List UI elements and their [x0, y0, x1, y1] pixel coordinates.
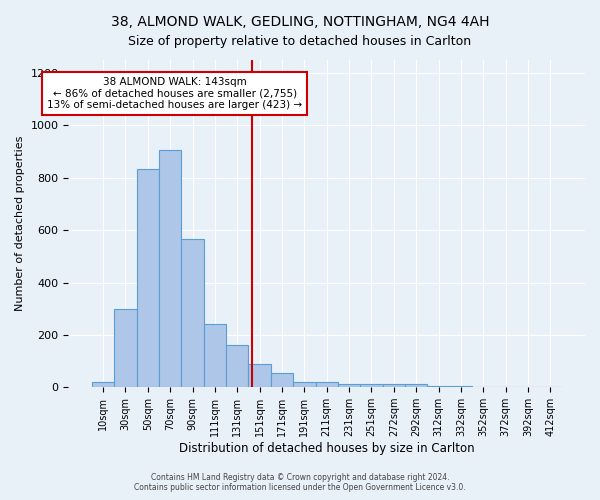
Bar — [159, 150, 181, 387]
X-axis label: Distribution of detached houses by size in Carlton: Distribution of detached houses by size … — [179, 442, 475, 455]
Y-axis label: Number of detached properties: Number of detached properties — [15, 136, 25, 312]
Text: Size of property relative to detached houses in Carlton: Size of property relative to detached ho… — [128, 35, 472, 48]
Text: 38 ALMOND WALK: 143sqm
← 86% of detached houses are smaller (2,755)
13% of semi-: 38 ALMOND WALK: 143sqm ← 86% of detached… — [47, 77, 302, 110]
Bar — [405, 384, 427, 387]
Bar — [316, 382, 338, 387]
Bar — [450, 386, 472, 387]
Text: 38, ALMOND WALK, GEDLING, NOTTINGHAM, NG4 4AH: 38, ALMOND WALK, GEDLING, NOTTINGHAM, NG… — [111, 15, 489, 29]
Bar — [226, 346, 248, 387]
Bar — [293, 382, 316, 387]
Bar — [360, 384, 383, 387]
Bar — [137, 168, 159, 387]
Bar — [92, 382, 114, 387]
Bar — [248, 364, 271, 387]
Bar — [338, 384, 360, 387]
Bar — [271, 373, 293, 387]
Bar — [181, 240, 204, 387]
Bar — [383, 384, 405, 387]
Bar — [114, 308, 137, 387]
Text: Contains HM Land Registry data © Crown copyright and database right 2024.
Contai: Contains HM Land Registry data © Crown c… — [134, 472, 466, 492]
Bar — [427, 386, 450, 387]
Bar — [204, 324, 226, 387]
